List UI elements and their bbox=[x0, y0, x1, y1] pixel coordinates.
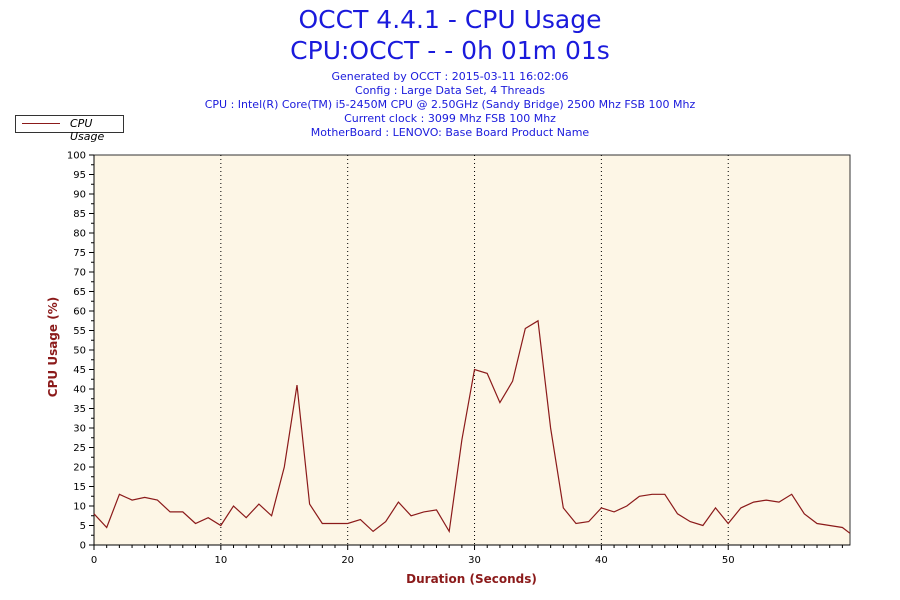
y-tick-label: 5 bbox=[80, 521, 86, 532]
y-axis-label: CPU Usage (%) bbox=[46, 296, 60, 398]
y-tick-label: 85 bbox=[73, 209, 86, 220]
config-info: Config : Large Data Set, 4 Threads bbox=[355, 84, 545, 97]
y-tick-label: 70 bbox=[73, 268, 86, 279]
y-tick-label: 60 bbox=[73, 307, 86, 318]
plot-area bbox=[93, 154, 851, 546]
y-tick-label: 30 bbox=[73, 424, 86, 435]
y-tick-label: 55 bbox=[73, 326, 86, 337]
series-line-cpu-usage bbox=[93, 319, 851, 534]
y-tick-label: 40 bbox=[73, 385, 86, 396]
x-tick-label: 20 bbox=[341, 555, 354, 566]
clock-info: Current clock : 3099 Mhz FSB 100 Mhz bbox=[344, 112, 556, 125]
y-tick-label: 100 bbox=[67, 151, 86, 162]
y-tick-label: 75 bbox=[73, 248, 86, 259]
chart-subtitle: CPU:OCCT - - 0h 01m 01s bbox=[290, 36, 610, 65]
y-tick-label: 95 bbox=[73, 170, 86, 181]
x-axis-label: Duration (Seconds) bbox=[406, 572, 537, 586]
y-tick-label: 45 bbox=[73, 365, 86, 376]
legend: CPU Usage bbox=[15, 115, 124, 143]
generated-info: Generated by OCCT : 2015-03-11 16:02:06 bbox=[331, 70, 569, 83]
y-tick-label: 50 bbox=[73, 346, 86, 357]
legend-swatch bbox=[22, 123, 60, 124]
y-tick-label: 35 bbox=[73, 404, 86, 415]
chart-title: OCCT 4.4.1 - CPU Usage bbox=[298, 5, 602, 34]
y-tick-label: 10 bbox=[73, 502, 86, 513]
y-tick-label: 65 bbox=[73, 287, 86, 298]
y-tick-label: 80 bbox=[73, 229, 86, 240]
y-tick-label: 25 bbox=[73, 443, 86, 454]
y-tick-label: 20 bbox=[73, 463, 86, 474]
cpu-info: CPU : Intel(R) Core(TM) i5-2450M CPU @ 2… bbox=[204, 98, 696, 111]
x-tick-label: 50 bbox=[722, 555, 735, 566]
y-tick-label: 15 bbox=[73, 482, 86, 493]
legend-label: CPU Usage bbox=[70, 117, 105, 143]
x-tick-label: 40 bbox=[595, 555, 608, 566]
y-tick-label: 90 bbox=[73, 190, 86, 201]
y-tick-label: 0 bbox=[80, 541, 86, 552]
x-tick-label: 30 bbox=[468, 555, 481, 566]
motherboard-info: MotherBoard : LENOVO: Base Board Product… bbox=[310, 126, 590, 139]
x-tick-label: 0 bbox=[91, 555, 97, 566]
x-tick-label: 10 bbox=[214, 555, 227, 566]
